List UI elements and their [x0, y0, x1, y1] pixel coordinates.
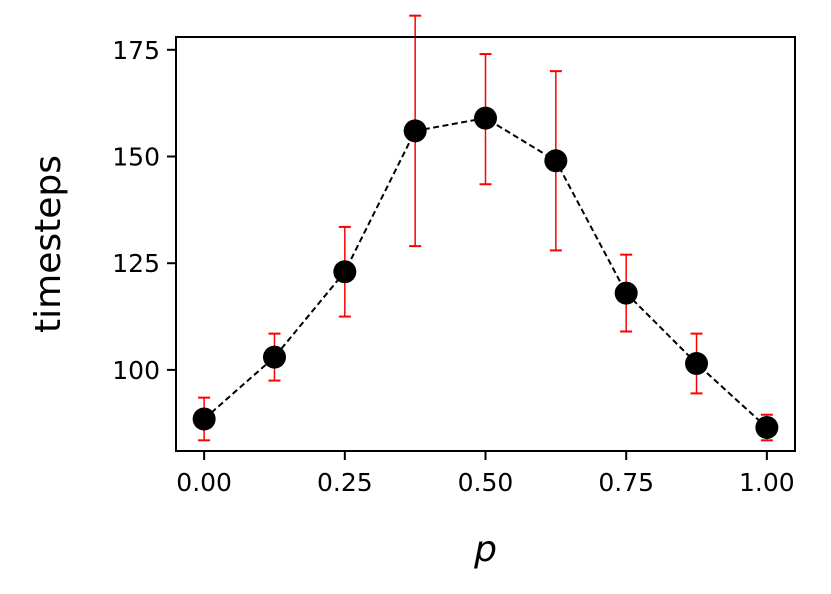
- x-axis-label: p: [473, 529, 497, 570]
- plot-area: [192, 14, 779, 442]
- data-point: [544, 149, 568, 173]
- x-tick-label: 0.75: [598, 468, 654, 497]
- data-point: [685, 352, 709, 376]
- data-point: [403, 119, 427, 143]
- data-point: [333, 260, 357, 284]
- y-tick-label: 125: [112, 249, 160, 278]
- y-tick-label: 100: [112, 356, 160, 385]
- data-markers: [192, 106, 779, 440]
- x-tick-label: 0.00: [176, 468, 232, 497]
- data-point: [474, 106, 497, 130]
- data-point: [755, 416, 779, 440]
- y-axis-ticks: 100 125 150 175: [112, 36, 176, 385]
- data-point: [262, 345, 286, 369]
- y-axis-label: timesteps: [28, 155, 69, 333]
- x-tick-label: 0.50: [458, 468, 514, 497]
- y-tick-label: 150: [112, 143, 160, 172]
- data-point: [614, 281, 638, 305]
- y-tick-label: 175: [112, 36, 160, 65]
- x-tick-label: 0.25: [317, 468, 373, 497]
- x-tick-label: 1.00: [739, 468, 795, 497]
- x-axis-ticks: 0.00 0.25 0.50 0.75 1.00: [176, 451, 795, 497]
- data-point: [192, 407, 216, 431]
